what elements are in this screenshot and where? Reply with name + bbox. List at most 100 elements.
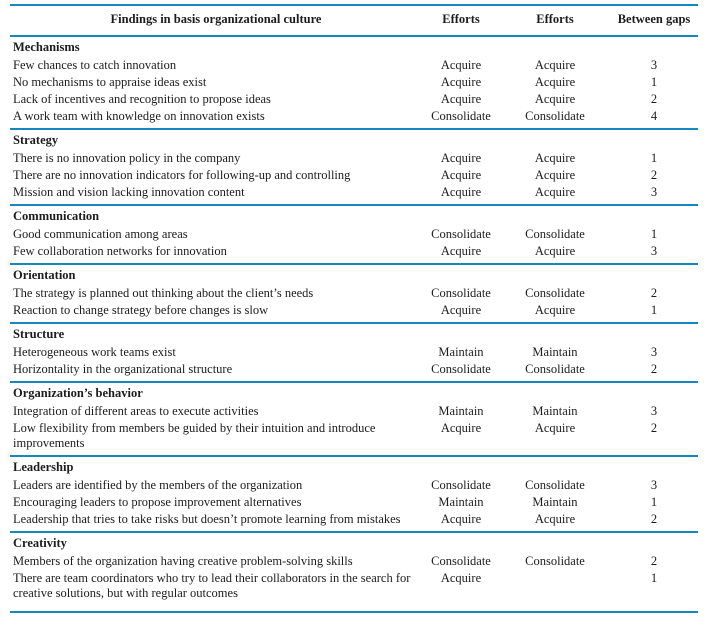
effort2-cell (500, 570, 610, 602)
effort2-cell: Maintain (532, 345, 578, 359)
gap-cell: 4 (650, 109, 658, 123)
section-heading: Structure (13, 327, 65, 341)
table-section: Leadership Leaders are identified by the… (10, 456, 698, 532)
gap-cell: 1 (650, 571, 658, 585)
gap-cell: 1 (650, 227, 658, 241)
effort2-cell: Maintain (532, 404, 578, 418)
finding-cell: The strategy is planned out thinking abo… (13, 286, 314, 300)
table-row: No mechanisms to appraise ideas exist Ac… (10, 74, 698, 91)
effort2-cell: Acquire (534, 168, 576, 182)
effort2-cell: Acquire (534, 92, 576, 106)
table-row: Few chances to catch innovation Acquire … (10, 57, 698, 74)
finding-cell: Leadership that tries to take risks but … (13, 512, 401, 526)
finding-cell: Members of the organization having creat… (13, 554, 353, 568)
table-row: Low flexibility from members be guided b… (10, 420, 698, 456)
gap-cell: 2 (650, 92, 658, 106)
table-row: Mission and vision lacking innovation co… (10, 184, 698, 205)
finding-cell: There is no innovation policy in the com… (13, 151, 241, 165)
effort1-cell: Maintain (438, 345, 484, 359)
effort1-cell: Acquire (440, 303, 482, 317)
effort1-cell: Consolidate (431, 286, 491, 300)
section-heading: Communication (13, 209, 100, 223)
table-row: Leadership that tries to take risks but … (10, 511, 698, 532)
gap-cell: 2 (650, 421, 658, 435)
finding-cell: Lack of incentives and recognition to pr… (13, 92, 271, 106)
effort1-cell: Acquire (440, 421, 482, 435)
finding-cell: Good communication among areas (13, 227, 188, 241)
section-heading: Mechanisms (13, 40, 80, 54)
finding-cell: There are no innovation indicators for f… (13, 168, 351, 182)
finding-cell: Mission and vision lacking innovation co… (13, 185, 245, 199)
finding-cell: No mechanisms to appraise ideas exist (13, 75, 207, 89)
gap-cell: 2 (650, 512, 658, 526)
effort2-cell: Acquire (534, 185, 576, 199)
gap-cell: 3 (650, 478, 658, 492)
finding-cell: Few collaboration networks for innovatio… (13, 244, 227, 258)
findings-table: Findings in basis organizational culture… (10, 4, 698, 613)
table-section: Strategy There is no innovation policy i… (10, 129, 698, 205)
finding-cell: Heterogeneous work teams exist (13, 345, 176, 359)
effort1-cell: Acquire (440, 92, 482, 106)
gap-cell: 2 (650, 286, 658, 300)
finding-cell: A work team with knowledge on innovation… (13, 109, 265, 123)
gap-cell: 3 (650, 404, 658, 418)
effort2-cell: Acquire (534, 421, 576, 435)
table-section: Creativity Members of the organization h… (10, 532, 698, 612)
table-row: Members of the organization having creat… (10, 553, 698, 570)
effort1-cell: Acquire (440, 75, 482, 89)
gap-cell: 2 (650, 362, 658, 376)
effort1-cell: Acquire (440, 512, 482, 526)
gap-cell: 3 (650, 58, 658, 72)
finding-cell: Few chances to catch innovation (13, 58, 177, 72)
table-section: Orientation The strategy is planned out … (10, 264, 698, 323)
effort1-cell: Acquire (440, 58, 482, 72)
table-section: Structure Heterogeneous work teams exist… (10, 323, 698, 382)
effort2-cell: Maintain (532, 495, 578, 509)
finding-cell: Horizontality in the organizational stru… (13, 362, 233, 376)
table-row: There are no innovation indicators for f… (10, 167, 698, 184)
column-header-findings: Findings in basis organizational culture (110, 12, 322, 26)
section-heading-row: Organization’s behavior (10, 382, 698, 403)
table-row: There is no innovation policy in the com… (10, 150, 698, 167)
effort2-cell: Acquire (534, 151, 576, 165)
gap-cell: 1 (650, 151, 658, 165)
finding-cell: There are team coordinators who try to l… (13, 571, 411, 600)
column-header-efforts-2: Efforts (536, 12, 574, 26)
spacer-row (10, 602, 698, 612)
gap-cell: 1 (650, 303, 658, 317)
table-row: Leaders are identified by the members of… (10, 477, 698, 494)
gap-cell: 3 (650, 345, 658, 359)
effort2-cell: Consolidate (525, 227, 585, 241)
effort1-cell: Maintain (438, 495, 484, 509)
effort2-cell: Acquire (534, 75, 576, 89)
effort1-cell: Acquire (440, 244, 482, 258)
table-row: Integration of different areas to execut… (10, 403, 698, 420)
table-section: Organization’s behavior Integration of d… (10, 382, 698, 456)
section-heading: Orientation (13, 268, 76, 282)
section-heading-row: Communication (10, 205, 698, 226)
effort1-cell: Consolidate (431, 109, 491, 123)
section-heading: Creativity (13, 536, 67, 550)
gap-cell: 1 (650, 495, 658, 509)
table-row: A work team with knowledge on innovation… (10, 108, 698, 129)
gap-cell: 3 (650, 185, 658, 199)
gap-cell: 1 (650, 75, 658, 89)
table-row: Encouraging leaders to propose improveme… (10, 494, 698, 511)
finding-cell: Integration of different areas to execut… (13, 404, 259, 418)
section-heading-row: Strategy (10, 129, 698, 150)
table-row: Heterogeneous work teams exist Maintain … (10, 344, 698, 361)
header-row: Findings in basis organizational culture… (10, 5, 698, 36)
effort1-cell: Consolidate (431, 227, 491, 241)
effort1-cell: Maintain (438, 404, 484, 418)
effort2-cell: Consolidate (525, 554, 585, 568)
table-row: There are team coordinators who try to l… (10, 570, 698, 602)
effort2-cell: Consolidate (525, 286, 585, 300)
effort1-cell: Consolidate (431, 362, 491, 376)
effort2-cell: Consolidate (525, 362, 585, 376)
gap-cell: 2 (650, 554, 658, 568)
section-heading-row: Orientation (10, 264, 698, 285)
effort2-cell: Acquire (534, 244, 576, 258)
table-section: Mechanisms Few chances to catch innovati… (10, 36, 698, 129)
column-header-between-gaps: Between gaps (617, 12, 691, 26)
table-header: Findings in basis organizational culture… (10, 5, 698, 36)
